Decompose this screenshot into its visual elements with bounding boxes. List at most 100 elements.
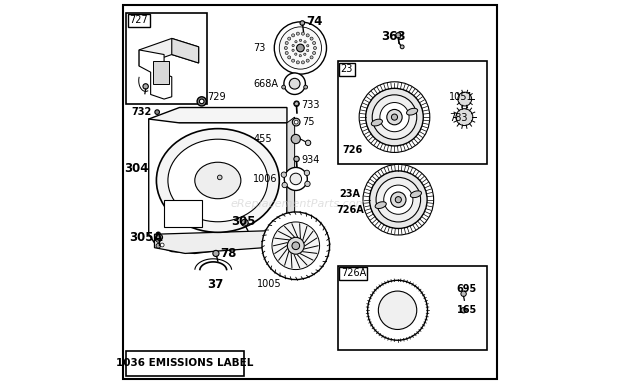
Circle shape <box>282 182 287 188</box>
Circle shape <box>384 185 413 214</box>
Circle shape <box>461 291 466 296</box>
Text: 726: 726 <box>342 145 363 155</box>
Circle shape <box>197 97 206 106</box>
Circle shape <box>288 37 291 40</box>
Circle shape <box>372 95 417 139</box>
Circle shape <box>279 27 322 69</box>
Circle shape <box>290 173 301 185</box>
Ellipse shape <box>410 191 422 198</box>
Polygon shape <box>287 117 294 230</box>
Circle shape <box>292 45 294 47</box>
Circle shape <box>218 175 222 180</box>
Circle shape <box>310 37 313 40</box>
Circle shape <box>241 219 248 226</box>
Circle shape <box>296 44 304 52</box>
Bar <box>153 61 169 84</box>
Text: 934: 934 <box>301 155 320 165</box>
Ellipse shape <box>195 162 241 199</box>
Bar <box>338 266 487 350</box>
Ellipse shape <box>156 129 279 232</box>
Circle shape <box>304 170 309 175</box>
Ellipse shape <box>168 139 268 222</box>
Circle shape <box>306 140 311 146</box>
Text: 695: 695 <box>457 284 477 294</box>
Circle shape <box>272 222 319 270</box>
Circle shape <box>370 171 427 228</box>
Circle shape <box>155 110 159 114</box>
Circle shape <box>294 53 297 55</box>
Text: 23: 23 <box>341 64 353 74</box>
Circle shape <box>299 55 301 57</box>
Circle shape <box>306 45 309 47</box>
Circle shape <box>295 41 297 43</box>
Circle shape <box>156 238 161 242</box>
Bar <box>338 61 487 164</box>
Circle shape <box>288 56 291 59</box>
Circle shape <box>294 120 298 124</box>
Text: 732: 732 <box>131 107 151 117</box>
Circle shape <box>395 197 401 203</box>
Circle shape <box>262 212 330 280</box>
Circle shape <box>291 59 294 62</box>
Text: 1036 EMISSIONS LABEL: 1036 EMISSIONS LABEL <box>116 358 254 368</box>
Circle shape <box>292 242 299 250</box>
Circle shape <box>359 82 430 152</box>
Circle shape <box>143 84 148 89</box>
Text: 165: 165 <box>457 305 477 315</box>
Circle shape <box>304 85 308 89</box>
Circle shape <box>285 167 308 190</box>
Polygon shape <box>149 108 287 134</box>
Polygon shape <box>154 230 279 253</box>
Text: 726A: 726A <box>341 268 366 278</box>
Circle shape <box>366 88 423 146</box>
Text: 455: 455 <box>253 134 272 144</box>
Circle shape <box>401 45 404 49</box>
Text: 727: 727 <box>130 15 148 25</box>
Circle shape <box>294 101 299 106</box>
Text: 74: 74 <box>306 15 322 28</box>
Circle shape <box>312 51 316 55</box>
Text: 783: 783 <box>449 113 467 123</box>
Circle shape <box>312 41 316 45</box>
Circle shape <box>285 41 288 45</box>
Circle shape <box>200 99 204 104</box>
Circle shape <box>306 59 309 62</box>
Circle shape <box>291 34 294 37</box>
Circle shape <box>293 118 300 126</box>
Circle shape <box>305 181 310 187</box>
Text: 37: 37 <box>207 278 223 291</box>
Bar <box>126 13 207 104</box>
Circle shape <box>287 237 304 254</box>
Circle shape <box>391 192 406 207</box>
Circle shape <box>391 114 397 120</box>
Circle shape <box>281 172 286 177</box>
Bar <box>126 351 244 376</box>
Text: eReplacementParts.com: eReplacementParts.com <box>230 199 366 209</box>
Circle shape <box>378 291 417 329</box>
Text: 78: 78 <box>220 247 236 260</box>
Circle shape <box>304 41 306 43</box>
Circle shape <box>387 109 402 125</box>
Bar <box>164 200 203 227</box>
Circle shape <box>284 73 306 94</box>
Circle shape <box>281 85 286 89</box>
Circle shape <box>160 243 164 247</box>
Text: 726A: 726A <box>336 205 364 215</box>
Circle shape <box>156 234 162 240</box>
Text: 305A: 305A <box>130 231 163 244</box>
Circle shape <box>296 61 299 64</box>
Ellipse shape <box>371 119 383 126</box>
Circle shape <box>285 46 287 50</box>
Circle shape <box>274 22 327 74</box>
Polygon shape <box>139 38 198 66</box>
Circle shape <box>285 51 288 55</box>
Circle shape <box>304 53 306 55</box>
Polygon shape <box>149 119 287 253</box>
Circle shape <box>296 32 299 35</box>
Ellipse shape <box>407 108 418 115</box>
Circle shape <box>156 243 161 248</box>
Polygon shape <box>172 38 198 63</box>
Circle shape <box>301 32 304 35</box>
Circle shape <box>306 34 309 37</box>
Ellipse shape <box>375 202 386 209</box>
